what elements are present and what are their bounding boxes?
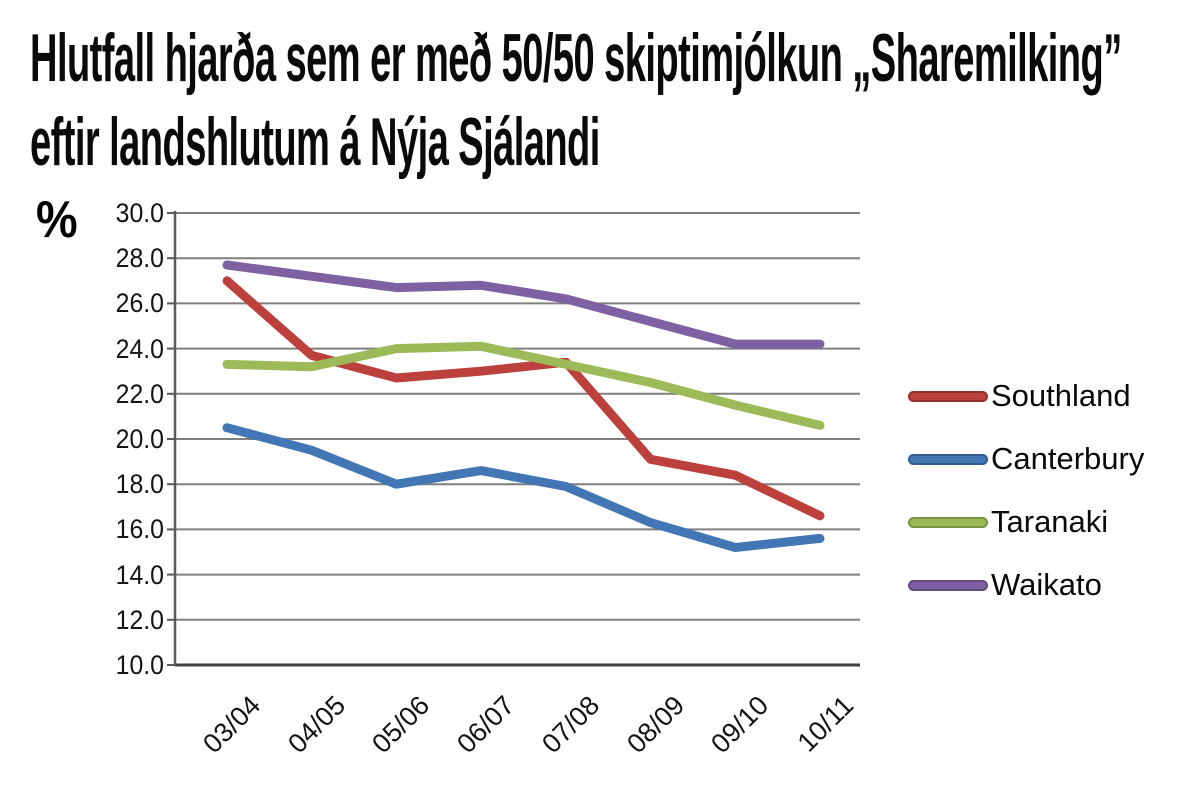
x-axis-tick-label: 10/11 <box>791 690 860 758</box>
y-axis-unit-label: % <box>36 191 78 249</box>
chart-title-line1: Hlutfall hjarða sem er með 50/50 skiptim… <box>30 20 1122 96</box>
series-line-taranaki <box>222 341 825 430</box>
legend-item-waikato: Waikato <box>908 566 1144 604</box>
y-axis-tick-label: 16.0 <box>115 514 164 545</box>
legend-swatch-canterbury <box>908 453 988 465</box>
legend-item-southland: Southland <box>908 377 1144 415</box>
y-axis-tick-label: 14.0 <box>115 559 164 590</box>
x-axis-tick-label: 04/05 <box>281 690 351 759</box>
y-axis-tick-label: 12.0 <box>115 604 164 635</box>
legend-item-taranaki: Taranaki <box>908 503 1144 541</box>
x-axis-tick-label: 08/09 <box>620 690 690 759</box>
x-axis-tick-label: 06/07 <box>451 690 521 759</box>
legend-label: Southland <box>991 378 1131 413</box>
y-axis-tick-label: 18.0 <box>115 469 164 500</box>
y-axis-tick-label: 26.0 <box>115 288 164 319</box>
x-axis-tick-label: 09/10 <box>705 690 775 759</box>
y-axis-tick-label: 20.0 <box>115 424 164 454</box>
legend-swatch-taranaki <box>908 516 988 528</box>
plot-area <box>167 211 860 667</box>
y-axis-tick-label: 24.0 <box>115 333 164 364</box>
legend-label: Waikato <box>991 567 1102 602</box>
chart-title: Hlutfall hjarða sem er með 50/50 skiptim… <box>30 16 1122 184</box>
legend-item-canterbury: Canterbury <box>908 440 1144 478</box>
chart-title-line2: eftir landshlutum á Nýja Sjálandi <box>30 104 600 180</box>
legend-label: Taranaki <box>991 504 1109 539</box>
y-axis-tick-label: 28.0 <box>115 243 164 274</box>
legend-swatch-southland <box>908 390 988 402</box>
legend-swatch-waikato <box>908 579 988 591</box>
series-line-waikato <box>222 260 825 349</box>
legend: Southland Canterbury Taranaki Waikato <box>908 377 1144 629</box>
x-axis-tick-label: 05/06 <box>366 690 436 759</box>
x-axis-tick-label: 07/08 <box>536 690 606 759</box>
legend-label: Canterbury <box>991 441 1145 476</box>
x-axis-tick-label: 03/04 <box>197 690 267 759</box>
y-axis-tick-label: 10.0 <box>115 650 164 680</box>
y-axis-tick-label: 22.0 <box>115 378 164 409</box>
series-line-canterbury <box>222 423 825 552</box>
y-axis-tick-label: 30.0 <box>115 198 164 228</box>
